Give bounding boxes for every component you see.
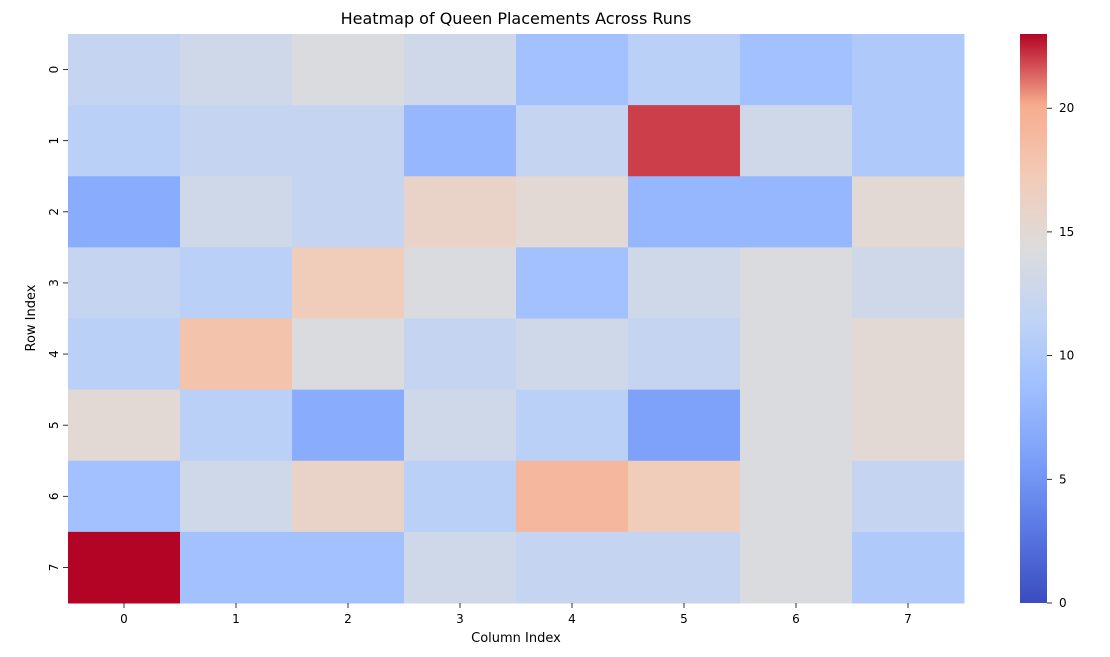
heatmap-cell — [404, 247, 517, 319]
colorbar-gradient — [1020, 34, 1047, 603]
heatmap-cell — [852, 318, 965, 391]
colorbar-tick-label: 0 — [1059, 596, 1067, 610]
heatmap-cell — [516, 105, 629, 177]
heatmap-cell — [180, 531, 293, 604]
colorbar — [1020, 34, 1047, 603]
heatmap-cell — [180, 460, 293, 533]
heatmap-cell — [628, 318, 741, 391]
heatmap-cell — [292, 34, 405, 106]
heatmap-cell — [852, 176, 965, 248]
heatmap-cell — [180, 176, 293, 248]
heatmap-cell — [68, 176, 181, 248]
x-tick-label: 4 — [568, 612, 576, 626]
heatmap-cell — [852, 34, 965, 106]
heatmap-cell — [68, 531, 181, 604]
x-axis-ticks: 0 1 2 3 4 5 6 7 — [120, 603, 912, 626]
x-axis-label: Column Index — [471, 631, 561, 646]
heatmap-cell — [68, 318, 181, 391]
heatmap-cell — [852, 460, 965, 533]
x-tick-label: 7 — [904, 612, 912, 626]
heatmap-cell — [180, 318, 293, 391]
heatmap-cell — [292, 531, 405, 604]
colorbar-ticks: 0 5 10 15 20 — [1047, 101, 1074, 610]
heatmap-cell — [68, 34, 181, 106]
heatmap-cell — [628, 247, 741, 319]
heatmap-cell — [852, 105, 965, 177]
heatmap-cell — [68, 247, 181, 319]
heatmap-cells — [68, 34, 965, 604]
heatmap-cell — [404, 531, 517, 604]
heatmap-cell — [516, 176, 629, 248]
heatmap-cell — [740, 389, 853, 462]
heatmap-cell — [628, 105, 741, 177]
heatmap-cell — [404, 460, 517, 533]
heatmap-cell — [852, 389, 965, 462]
heatmap-cell — [740, 460, 853, 533]
heatmap-cell — [516, 247, 629, 319]
heatmap-cell — [68, 460, 181, 533]
heatmap-cell — [516, 531, 629, 604]
heatmap-cell — [740, 247, 853, 319]
heatmap-cell — [404, 318, 517, 391]
heatmap-cell — [404, 176, 517, 248]
chart-title: Heatmap of Queen Placements Across Runs — [341, 9, 692, 28]
heatmap-cell — [516, 34, 629, 106]
heatmap-cell — [740, 105, 853, 177]
x-tick-label: 5 — [680, 612, 688, 626]
heatmap-cell — [68, 105, 181, 177]
y-tick-label: 4 — [47, 350, 61, 358]
heatmap-cell — [740, 318, 853, 391]
x-tick-label: 3 — [456, 612, 464, 626]
colorbar-tick-label: 5 — [1059, 472, 1067, 486]
heatmap-cell — [628, 389, 741, 462]
heatmap-cell — [628, 176, 741, 248]
heatmap-cell — [180, 105, 293, 177]
heatmap-cell — [292, 460, 405, 533]
heatmap-cell — [292, 247, 405, 319]
heatmap-cell — [404, 34, 517, 106]
heatmap-cell — [852, 247, 965, 319]
heatmap-cell — [628, 34, 741, 106]
heatmap-cell — [292, 318, 405, 391]
heatmap-cell — [516, 389, 629, 462]
heatmap-cell — [68, 389, 181, 462]
y-tick-label: 1 — [47, 137, 61, 145]
y-tick-label: 2 — [47, 208, 61, 216]
y-tick-label: 7 — [47, 564, 61, 572]
y-tick-label: 3 — [47, 279, 61, 287]
y-tick-label: 0 — [47, 66, 61, 74]
y-tick-label: 5 — [47, 421, 61, 429]
x-tick-label: 6 — [792, 612, 800, 626]
y-tick-label: 6 — [47, 492, 61, 500]
heatmap-cell — [740, 34, 853, 106]
heatmap-cell — [516, 460, 629, 533]
heatmap-cell — [180, 34, 293, 106]
colorbar-tick-label: 10 — [1059, 349, 1074, 363]
x-tick-label: 2 — [344, 612, 352, 626]
heatmap-cell — [852, 531, 965, 604]
heatmap-cell — [740, 531, 853, 604]
x-tick-label: 0 — [120, 612, 128, 626]
x-tick-label: 1 — [232, 612, 240, 626]
heatmap-cell — [292, 176, 405, 248]
heatmap-cell — [628, 460, 741, 533]
heatmap-cell — [628, 531, 741, 604]
heatmap-cell — [404, 105, 517, 177]
heatmap-cell — [292, 105, 405, 177]
y-axis-ticks: 0 1 2 3 4 5 6 7 — [47, 66, 68, 572]
colorbar-tick-label: 15 — [1059, 225, 1074, 239]
heatmap-cell — [180, 389, 293, 462]
heatmap-cell — [740, 176, 853, 248]
heatmap-cell — [292, 389, 405, 462]
heatmap-cell — [516, 318, 629, 391]
y-axis-label: Row Index — [24, 284, 39, 351]
colorbar-tick-label: 20 — [1059, 101, 1074, 115]
heatmap-cell — [180, 247, 293, 319]
heatmap-cell — [404, 389, 517, 462]
